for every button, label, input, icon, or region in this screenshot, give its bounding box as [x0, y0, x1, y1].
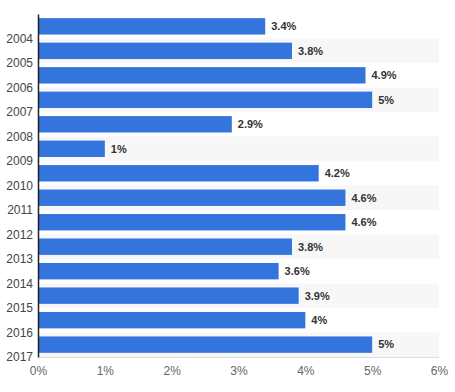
y-tick-label: 2004 [6, 32, 33, 46]
data-label: 5% [378, 94, 394, 106]
bar [38, 18, 265, 34]
y-tick-label: 2014 [6, 277, 33, 291]
data-label: 3.9% [305, 290, 330, 302]
y-tick: 2012 [6, 228, 38, 242]
y-tick-label: 2007 [6, 105, 33, 119]
row-stripe [38, 308, 439, 333]
row-stripe [38, 235, 439, 260]
x-tick: 3% [230, 357, 248, 378]
row-stripe [38, 284, 439, 309]
x-tick-label: 1% [97, 364, 115, 378]
y-tick-label: 2005 [6, 56, 33, 70]
y-tick-label: 2012 [6, 228, 33, 242]
bar [38, 190, 345, 206]
y-tick: 2004 [6, 32, 38, 46]
row-stripe [38, 161, 439, 186]
row-stripe [38, 210, 439, 235]
y-tick-label: 2009 [6, 154, 33, 168]
x-tick: 6% [431, 357, 449, 378]
y-tick: 2005 [6, 56, 38, 70]
chart: 0%1%2%3%4%5%6%20042005200620072008200920… [0, 0, 455, 392]
y-tick-label: 2016 [6, 326, 33, 340]
bar [38, 239, 292, 255]
x-tick-label: 4% [297, 364, 315, 378]
row-stripe [38, 137, 439, 162]
row-stripe [38, 88, 439, 113]
row-stripes [38, 14, 439, 357]
data-label: 3.6% [285, 265, 310, 277]
y-tick-label: 2017 [6, 350, 33, 364]
y-tick: 2006 [6, 81, 38, 95]
x-tick-label: 2% [163, 364, 181, 378]
y-tick-label: 2006 [6, 81, 33, 95]
row-stripe [38, 112, 439, 137]
y-axis-line [38, 15, 40, 358]
row-stripe [38, 39, 439, 64]
y-tick: 2008 [6, 130, 38, 144]
data-label: 4.9% [371, 69, 396, 81]
x-tick: 1% [97, 357, 115, 378]
data-label: 4.6% [351, 192, 376, 204]
data-label: 1% [111, 143, 127, 155]
row-stripe [38, 14, 439, 39]
x-tick-label: 6% [431, 364, 449, 378]
x-tick: 4% [297, 357, 315, 378]
y-tick: 2014 [6, 277, 38, 291]
bar [38, 336, 372, 352]
bar [38, 92, 372, 108]
y-tick-label: 2011 [7, 203, 33, 217]
row-stripe [38, 186, 439, 211]
data-label: 3.4% [271, 20, 296, 32]
row-stripe [38, 259, 439, 284]
bar [38, 165, 319, 181]
data-label: 4.2% [325, 167, 350, 179]
data-labels: 3.4% 3.8% 4.9% 5% 2.9% 1% 4.2% 4.6% 4.6% 3.8% 3.6%… [111, 20, 397, 350]
bar [38, 263, 279, 279]
x-axis-line [39, 357, 440, 358]
row-stripe [38, 63, 439, 88]
y-tick: 2007 [6, 105, 38, 119]
bar [38, 67, 365, 83]
x-tick: 5% [364, 357, 382, 378]
bars [38, 18, 372, 353]
data-label: 4.6% [351, 216, 376, 228]
y-tick: 2013 [6, 252, 38, 266]
y-tick: 2017 [6, 350, 38, 364]
plot: 0%1%2%3%4%5%6%20042005200620072008200920… [6, 14, 448, 378]
bar [38, 312, 305, 328]
x-tick: 2% [163, 357, 181, 378]
y-tick-label: 2015 [6, 301, 33, 315]
y-tick-label: 2010 [6, 179, 33, 193]
y-tick-label: 2008 [6, 130, 33, 144]
x-tick-label: 3% [230, 364, 248, 378]
row-stripe [38, 333, 439, 358]
y-tick: 2010 [6, 179, 38, 193]
y-axis: 2004 2005 2006 2007 2008 2009 2010 2011 2012 2013… [6, 15, 38, 365]
x-axis: 0% 1% 2% 3% 4% 5% 6% [30, 357, 449, 378]
data-label: 4% [311, 314, 327, 326]
data-label: 3.8% [298, 45, 323, 57]
x-tick-label: 0% [30, 364, 48, 378]
y-tick: 2015 [6, 301, 38, 315]
y-tick: 2016 [6, 326, 38, 340]
y-tick: 2009 [6, 154, 38, 168]
data-label: 3.8% [298, 241, 323, 253]
x-tick-label: 5% [364, 364, 382, 378]
bar [38, 141, 105, 157]
data-label: 5% [378, 338, 394, 350]
bar [38, 214, 345, 230]
data-label: 2.9% [238, 118, 263, 130]
y-tick-label: 2013 [6, 252, 33, 266]
bar [38, 287, 299, 303]
y-tick: 2011 [7, 203, 38, 217]
bar [38, 43, 292, 59]
bar [38, 116, 232, 132]
